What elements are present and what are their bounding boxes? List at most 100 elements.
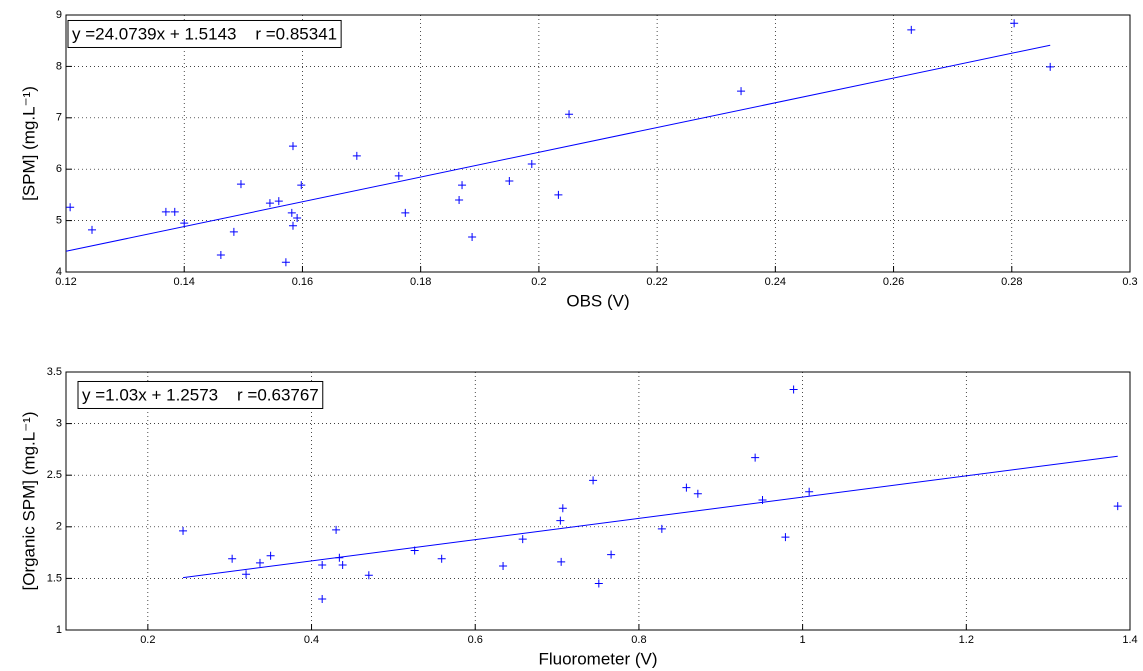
y-axis-label: [Organic SPM] (mg.L⁻¹) [19, 411, 38, 590]
data-point [468, 233, 477, 242]
x-axis-label: Fluorometer (V) [538, 649, 657, 668]
data-point [693, 489, 702, 498]
data-point [558, 504, 567, 513]
annotation-box [77, 380, 324, 409]
x-tick-label: 0.4 [304, 634, 319, 646]
x-tick-label: 0.16 [292, 276, 313, 288]
data-point [565, 110, 574, 119]
annotation: y =24.0739x + 1.5143 r =0.85341 [72, 24, 337, 43]
data-point [751, 453, 760, 462]
data-point [556, 516, 565, 525]
x-tick-label: 0.3 [1122, 276, 1137, 288]
x-tick-label: 1 [800, 634, 806, 646]
x-axis-label: OBS (V) [566, 291, 629, 310]
x-tick-label: 0.2 [140, 634, 155, 646]
data-point [907, 25, 916, 34]
axes-frame [65, 14, 1131, 273]
data-point [228, 554, 237, 563]
x-tick-label: 0.18 [410, 276, 431, 288]
axes-frame [65, 371, 1131, 631]
data-point [455, 196, 464, 205]
data-point [335, 553, 344, 562]
data-point [180, 219, 189, 228]
annotation: y =1.03x + 1.2573 r =0.63767 [82, 385, 319, 404]
data-point [229, 227, 238, 236]
data-point [88, 225, 97, 234]
data-point [682, 483, 691, 492]
data-point [288, 221, 297, 230]
data-point [805, 487, 814, 496]
data-point [161, 207, 170, 216]
data-point [332, 525, 341, 534]
data-point [527, 160, 536, 169]
x-tick-label: 0.14 [174, 276, 195, 288]
y-tick-label: 6 [56, 163, 62, 175]
data-point [216, 251, 225, 260]
data-point [288, 142, 297, 151]
data-point [499, 562, 508, 571]
data-point [518, 535, 527, 544]
annotation-box [67, 19, 342, 48]
data-point [789, 385, 798, 394]
data-point [364, 571, 373, 580]
data-point [352, 151, 361, 160]
data-point [1046, 62, 1055, 71]
data-point [437, 554, 446, 563]
data-point [265, 199, 274, 208]
x-tick-label: 0.6 [468, 634, 483, 646]
x-tick-label: 0.22 [646, 276, 667, 288]
data-point [318, 560, 327, 569]
x-tick-label: 0.2 [531, 276, 546, 288]
data-point [737, 87, 746, 96]
x-tick-label: 1.2 [959, 634, 974, 646]
data-point [274, 197, 283, 206]
y-axis-label: [SPM] (mg.L⁻¹) [19, 86, 38, 201]
data-point [589, 476, 598, 485]
x-tick-label: 0.12 [55, 276, 76, 288]
data-point [297, 181, 306, 190]
subplot: 0.12 0.14 0.16 0.18 0.2 0.22 0.24 0.26 0.28 0.3 4 5… [19, 9, 1137, 311]
data-point [554, 190, 563, 199]
y-tick-label: 3.5 [47, 366, 62, 378]
y-tick-label: 1.5 [47, 572, 62, 584]
subplot: 0.2 0.4 0.6 0.8 1 1.2 1.4 1 1.5 2 2.5 3 3.5 y =1.03x … [19, 366, 1137, 669]
plot-area [66, 372, 1130, 630]
data-point [557, 557, 566, 566]
data-point [293, 214, 302, 223]
plot-area [66, 15, 1130, 272]
data-point [758, 495, 767, 504]
data-point [1010, 19, 1019, 28]
data-point [458, 181, 467, 190]
data-point [287, 208, 296, 217]
data-point [255, 558, 264, 567]
data-point [266, 551, 275, 560]
data-point [66, 203, 75, 212]
data-point [594, 579, 603, 588]
data-point [657, 524, 666, 533]
y-tick-label: 2 [56, 521, 62, 533]
data-point [394, 171, 403, 180]
data-point [318, 595, 327, 604]
data-point [338, 560, 347, 569]
data-point [505, 177, 514, 186]
data-point [401, 208, 410, 217]
data-point [170, 207, 179, 216]
x-tick-label: 0.28 [1001, 276, 1022, 288]
y-tick-label: 8 [56, 60, 62, 72]
data-point [236, 180, 245, 189]
data-point [281, 258, 290, 267]
y-tick-label: 2.5 [47, 469, 62, 481]
x-tick-label: 1.4 [1122, 634, 1137, 646]
y-tick-label: 1 [56, 624, 62, 636]
x-tick-label: 0.8 [631, 634, 646, 646]
data-point [781, 533, 790, 542]
y-tick-label: 3 [56, 418, 62, 430]
y-tick-label: 4 [56, 266, 62, 278]
x-tick-label: 0.26 [883, 276, 904, 288]
data-point [410, 546, 419, 555]
data-point [1113, 502, 1122, 511]
data-point [242, 570, 251, 579]
data-point [179, 526, 188, 535]
fit-line [65, 44, 1051, 252]
